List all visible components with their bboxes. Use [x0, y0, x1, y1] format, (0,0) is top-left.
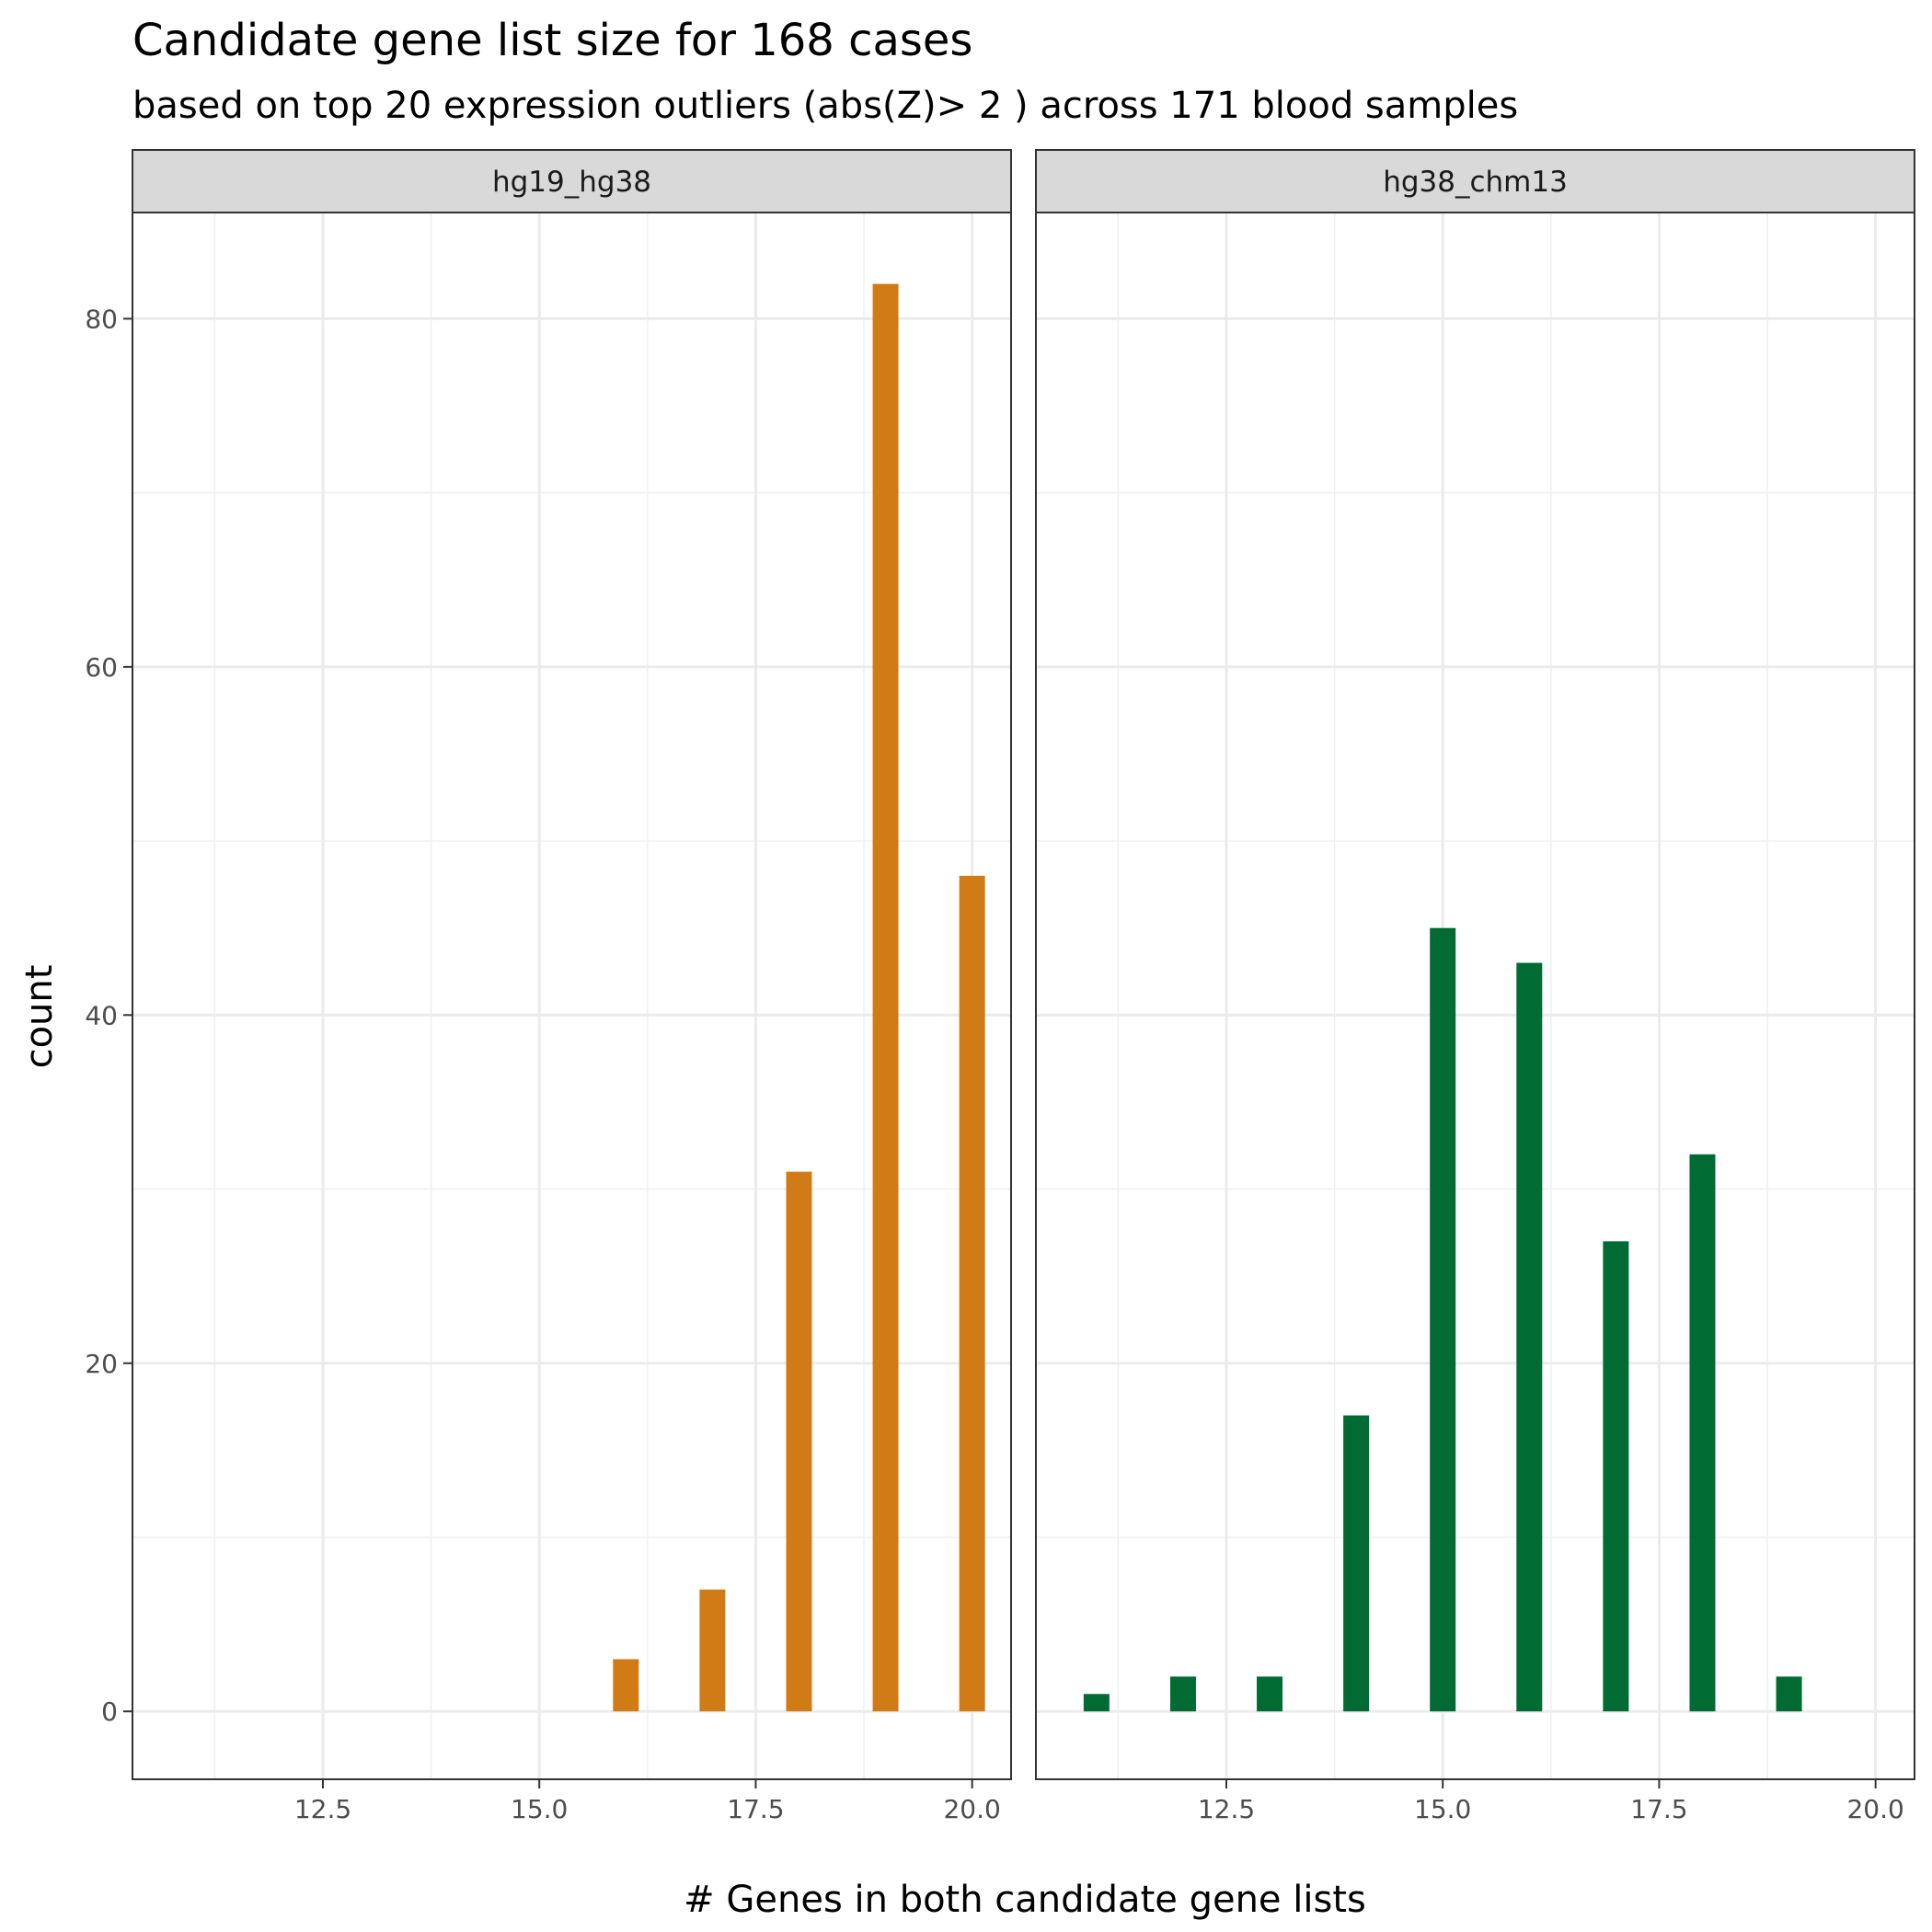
bar: [1603, 1241, 1629, 1712]
bar: [959, 875, 985, 1712]
y-tick-label: 60: [85, 652, 118, 683]
y-tick-label: 0: [101, 1696, 118, 1727]
y-tick-label: 40: [85, 1000, 118, 1030]
x-tick-label: 20.0: [1846, 1794, 1903, 1824]
bar: [1343, 1415, 1370, 1712]
bar: [613, 1659, 639, 1712]
x-tick-label: 15.0: [511, 1794, 568, 1824]
chart-title: Candidate gene list size for 168 cases: [132, 15, 972, 66]
bar: [1257, 1676, 1283, 1712]
facet-strip: [132, 149, 1012, 213]
facet-label: hg19_hg38: [492, 166, 651, 199]
x-tick-label: 17.5: [727, 1794, 784, 1824]
bar: [1776, 1676, 1802, 1712]
y-tick-label: 80: [85, 304, 118, 334]
bar: [1689, 1154, 1716, 1712]
plot-area: hg19_hg38 12.5 15.0 17.5 20.0 hg38_chm13 12.5 1…: [85, 149, 1915, 1824]
bar: [1169, 1676, 1196, 1712]
panel-background: [132, 213, 1011, 1779]
bar: [786, 1171, 812, 1712]
x-tick-label: 20.0: [943, 1794, 1000, 1824]
panel-background: [1036, 213, 1915, 1779]
bar: [1430, 927, 1456, 1712]
y-tick-label: 20: [85, 1349, 118, 1379]
bar: [872, 283, 899, 1712]
bar: [699, 1589, 726, 1712]
facet-strip: [1035, 149, 1915, 213]
y-axis-title: count: [18, 965, 61, 1069]
bar: [1083, 1694, 1110, 1712]
chart-subtitle: based on top 20 expression outliers (abs…: [132, 85, 1518, 127]
bar: [1516, 962, 1543, 1712]
x-tick-label: 17.5: [1630, 1794, 1687, 1824]
x-tick-label: 12.5: [294, 1794, 351, 1824]
x-tick-label: 15.0: [1414, 1794, 1471, 1824]
facet-label: hg38_chm13: [1383, 166, 1568, 199]
x-tick-label: 12.5: [1198, 1794, 1255, 1824]
x-axis-title: # Genes in both candidate gene lists: [684, 1879, 1366, 1921]
